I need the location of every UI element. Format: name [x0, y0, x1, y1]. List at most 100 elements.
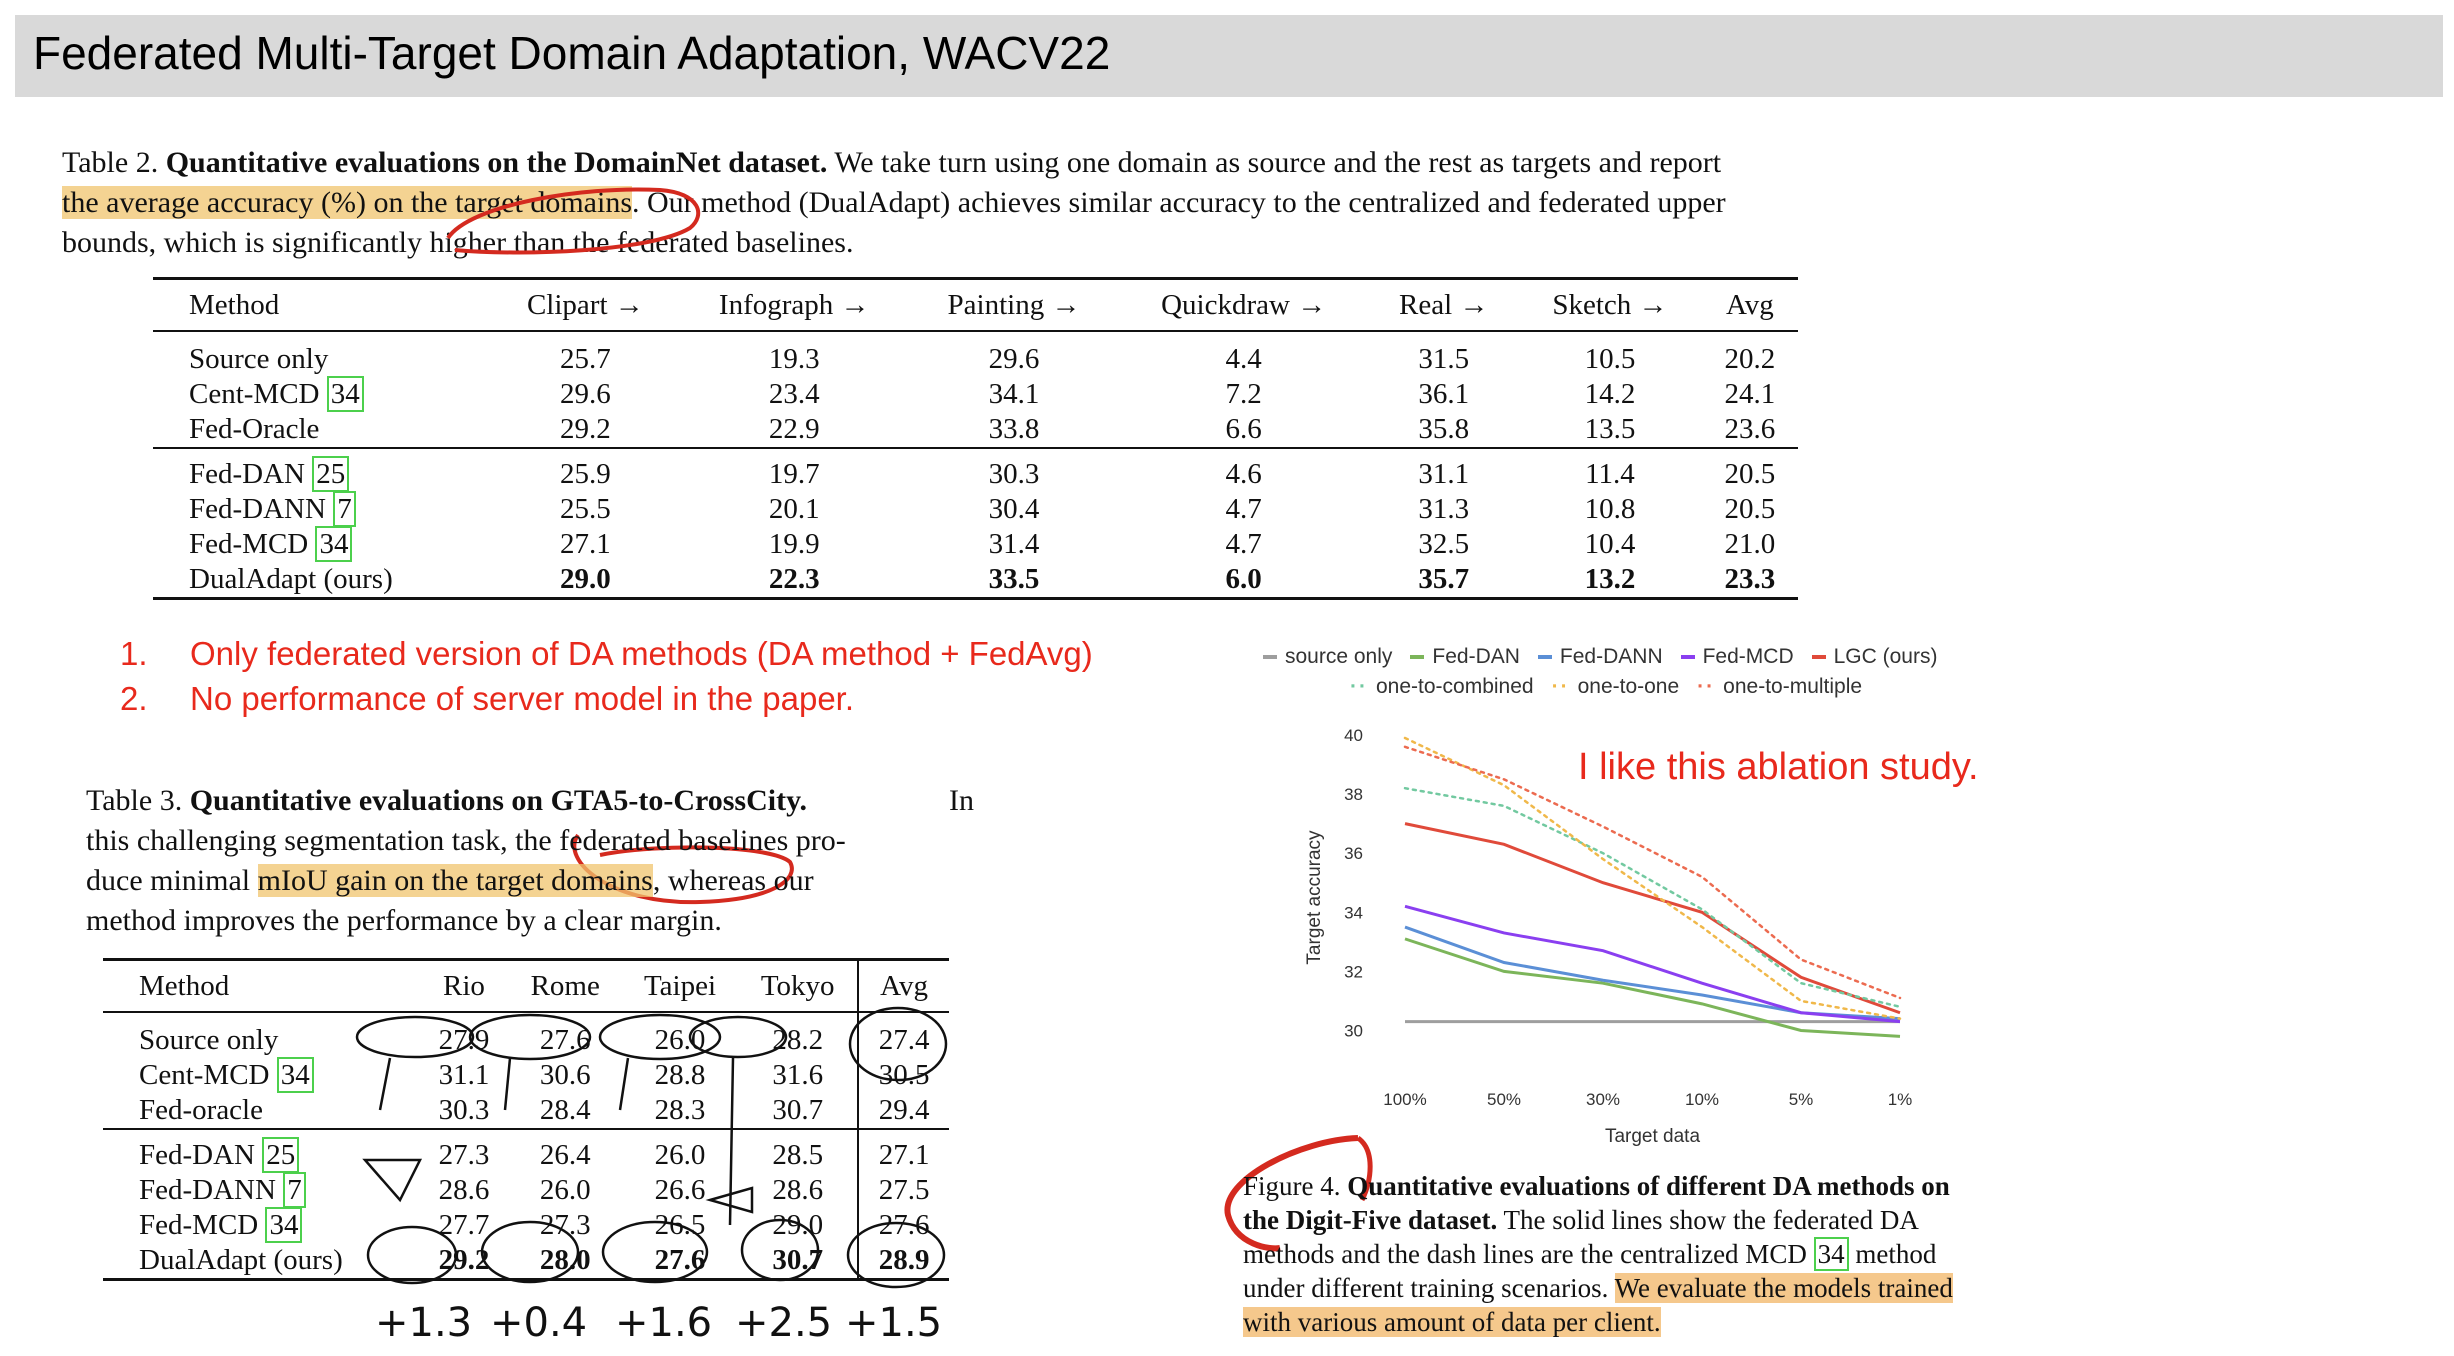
t2-value-cell: 11.4	[1518, 447, 1702, 492]
t2-value-cell: 35.8	[1418, 413, 1470, 445]
t3-value-cell: 30.3	[438, 1094, 490, 1126]
method-name: Fed-DANN	[139, 1174, 276, 1206]
t2-value-cell: 25.5	[559, 493, 611, 525]
t2-value-cell: 30.3	[910, 447, 1118, 492]
figure4-title-1: Quantitative evaluations of different DA…	[1347, 1171, 1950, 1201]
t2-row: Cent-MCD 34 29.6 23.4 34.1 7.2 36.1 14.2 24.1	[153, 376, 1798, 412]
t3-value-cell: 28.3	[654, 1094, 706, 1126]
t2-header-cell: Quickdraw →	[1117, 277, 1370, 332]
x-tick-label: 10%	[1685, 1090, 1719, 1109]
t3-value-cell: 26.5	[654, 1209, 706, 1241]
t2-value-cell: 32.5	[1418, 528, 1470, 560]
citation-box: 34	[265, 1207, 303, 1243]
t2-value-cell: 30.4	[988, 493, 1040, 525]
gain-value: +1.6	[615, 1300, 713, 1346]
x-axis-label: Target data	[1605, 1126, 1700, 1147]
t3-method-cell: Fed-DANN 7	[103, 1172, 419, 1208]
x-tick-label: 100%	[1383, 1090, 1426, 1109]
note-1-number: 1.	[120, 635, 148, 672]
t2-value-cell: 22.9	[768, 413, 820, 445]
legend-item: ·· one-to-multiple	[1697, 675, 1862, 699]
x-tick-label: 5%	[1789, 1090, 1814, 1109]
y-tick-label: 30	[1344, 1021, 1363, 1040]
t2-value-cell: 13.5	[1584, 413, 1636, 445]
x-tick-label: 50%	[1487, 1090, 1521, 1109]
legend-label: one-to-multiple	[1723, 675, 1863, 698]
t2-value-cell: 10.4	[1584, 528, 1636, 560]
t3-value-cell: 30.7	[738, 1243, 859, 1281]
t3-row: Fed-DANN 7 28.6 26.0 26.6 28.6 27.5	[103, 1172, 949, 1208]
t2-value-cell: 20.5	[1701, 447, 1798, 492]
chart-legend: source only Fed-DAN Fed-DANN Fed-MCD LGC (ou…	[1263, 645, 1955, 669]
method-name: Source only	[139, 1024, 279, 1056]
series-line-one-to-combined	[1403, 786, 1902, 1009]
t3-method-cell: Fed-oracle	[103, 1093, 419, 1129]
gain-value: +1.3	[375, 1300, 473, 1346]
table2-title: Quantitative evaluations on the DomainNe…	[165, 146, 828, 179]
t2-value-cell: 14.2	[1584, 378, 1636, 410]
series-line-lgc-ours-	[1404, 822, 1901, 1015]
legend-swatch	[1537, 655, 1552, 660]
method-name: Fed-Oracle	[189, 413, 320, 445]
t2-header-cell: Sketch →	[1518, 277, 1702, 332]
t2-value-cell: 6.0	[1117, 562, 1370, 600]
series-line-fed-dann	[1404, 925, 1901, 1021]
t3-value-cell: 29.2	[419, 1243, 509, 1281]
t2-value-cell: 10.8	[1584, 493, 1636, 525]
t3-value-cell: 27.6	[539, 1024, 591, 1056]
x-tick-label: 30%	[1586, 1090, 1620, 1109]
t3-value-cell: 27.3	[539, 1209, 591, 1241]
t2-value-cell: 10.5	[1584, 343, 1636, 375]
method-name: Fed-DAN	[189, 458, 305, 490]
t3-method-cell: Source only	[103, 1012, 419, 1058]
t2-value-cell: 20.5	[1724, 493, 1776, 525]
legend-swatch	[1680, 655, 1695, 660]
table2-label: Table 2.	[62, 146, 159, 179]
table3-text-1: In	[949, 784, 974, 817]
legend-item: ·· one-to-one	[1552, 675, 1680, 699]
note-2-text: No performance of server model in the pa…	[190, 680, 855, 717]
figure4-text-2a: methods and the dash lines are the centr…	[1243, 1239, 1807, 1269]
legend-swatch	[1811, 655, 1826, 660]
t2-method-cell: Fed-DANN 7	[153, 491, 492, 527]
table3-label: Table 3.	[86, 784, 183, 817]
citation-box: 34	[276, 1057, 314, 1093]
y-tick-label: 36	[1344, 844, 1363, 863]
method-name: DualAdapt (ours)	[189, 563, 393, 595]
legend-item: Fed-MCD	[1680, 645, 1794, 669]
t3-value-cell: 27.4	[857, 1012, 949, 1058]
figure4-caption: Figure 4. Quantitative evaluations of di…	[1243, 1169, 1983, 1339]
x-tick-label: 1%	[1888, 1090, 1913, 1109]
t3-value-cell: 28.0	[508, 1243, 622, 1281]
t3-header-cell: Avg	[857, 958, 949, 1013]
legend-swatch	[1410, 655, 1425, 660]
figure4-cite: 34	[1813, 1237, 1849, 1271]
t3-value-cell: 27.6	[857, 1208, 949, 1243]
t3-value-cell: 27.9	[438, 1024, 490, 1056]
gains-row: +1.3 +0.4 +1.6 +2.5 +1.5	[0, 1300, 1000, 1350]
legend-swatch: ··	[1551, 675, 1570, 699]
t3-header-cell: Rome	[508, 958, 622, 1013]
legend-swatch	[1263, 655, 1277, 660]
y-axis-label: Target accuracy	[1304, 830, 1325, 965]
t3-method-cell: DualAdapt (ours)	[103, 1243, 420, 1281]
table3-text-2: this challenging segmentation task, the …	[86, 824, 846, 857]
t3-value-cell: 28.9	[857, 1243, 949, 1281]
citation-box: 34	[315, 526, 353, 562]
t3-row: Cent-MCD 34 31.1 30.6 28.8 31.6 30.5	[103, 1057, 949, 1093]
table2-text-1: We take turn using one domain as source …	[834, 146, 1722, 179]
note-1-text: Only federated version of DA methods (DA…	[190, 635, 1093, 672]
t2-value-cell: 4.6	[1117, 447, 1370, 492]
figure4-text-3: under different training scenarios.	[1243, 1273, 1609, 1303]
t3-value-cell: 27.3	[419, 1128, 509, 1173]
t2-value-cell: 29.2	[559, 413, 611, 445]
t3-value-cell: 28.6	[438, 1174, 490, 1206]
table2-highlight: the average accuracy (%) on the target d…	[62, 186, 632, 219]
t2-header-cell: Clipart →	[492, 277, 679, 332]
citation-box: 25	[312, 456, 350, 492]
t2-value-cell: 21.0	[1724, 528, 1776, 560]
y-tick-label: 40	[1344, 726, 1363, 745]
t2-value-cell: 19.7	[678, 447, 911, 492]
t3-value-cell: 30.5	[857, 1058, 949, 1093]
t3-row: Source only 27.9 27.6 26.0 28.2 27.4	[103, 1012, 949, 1058]
